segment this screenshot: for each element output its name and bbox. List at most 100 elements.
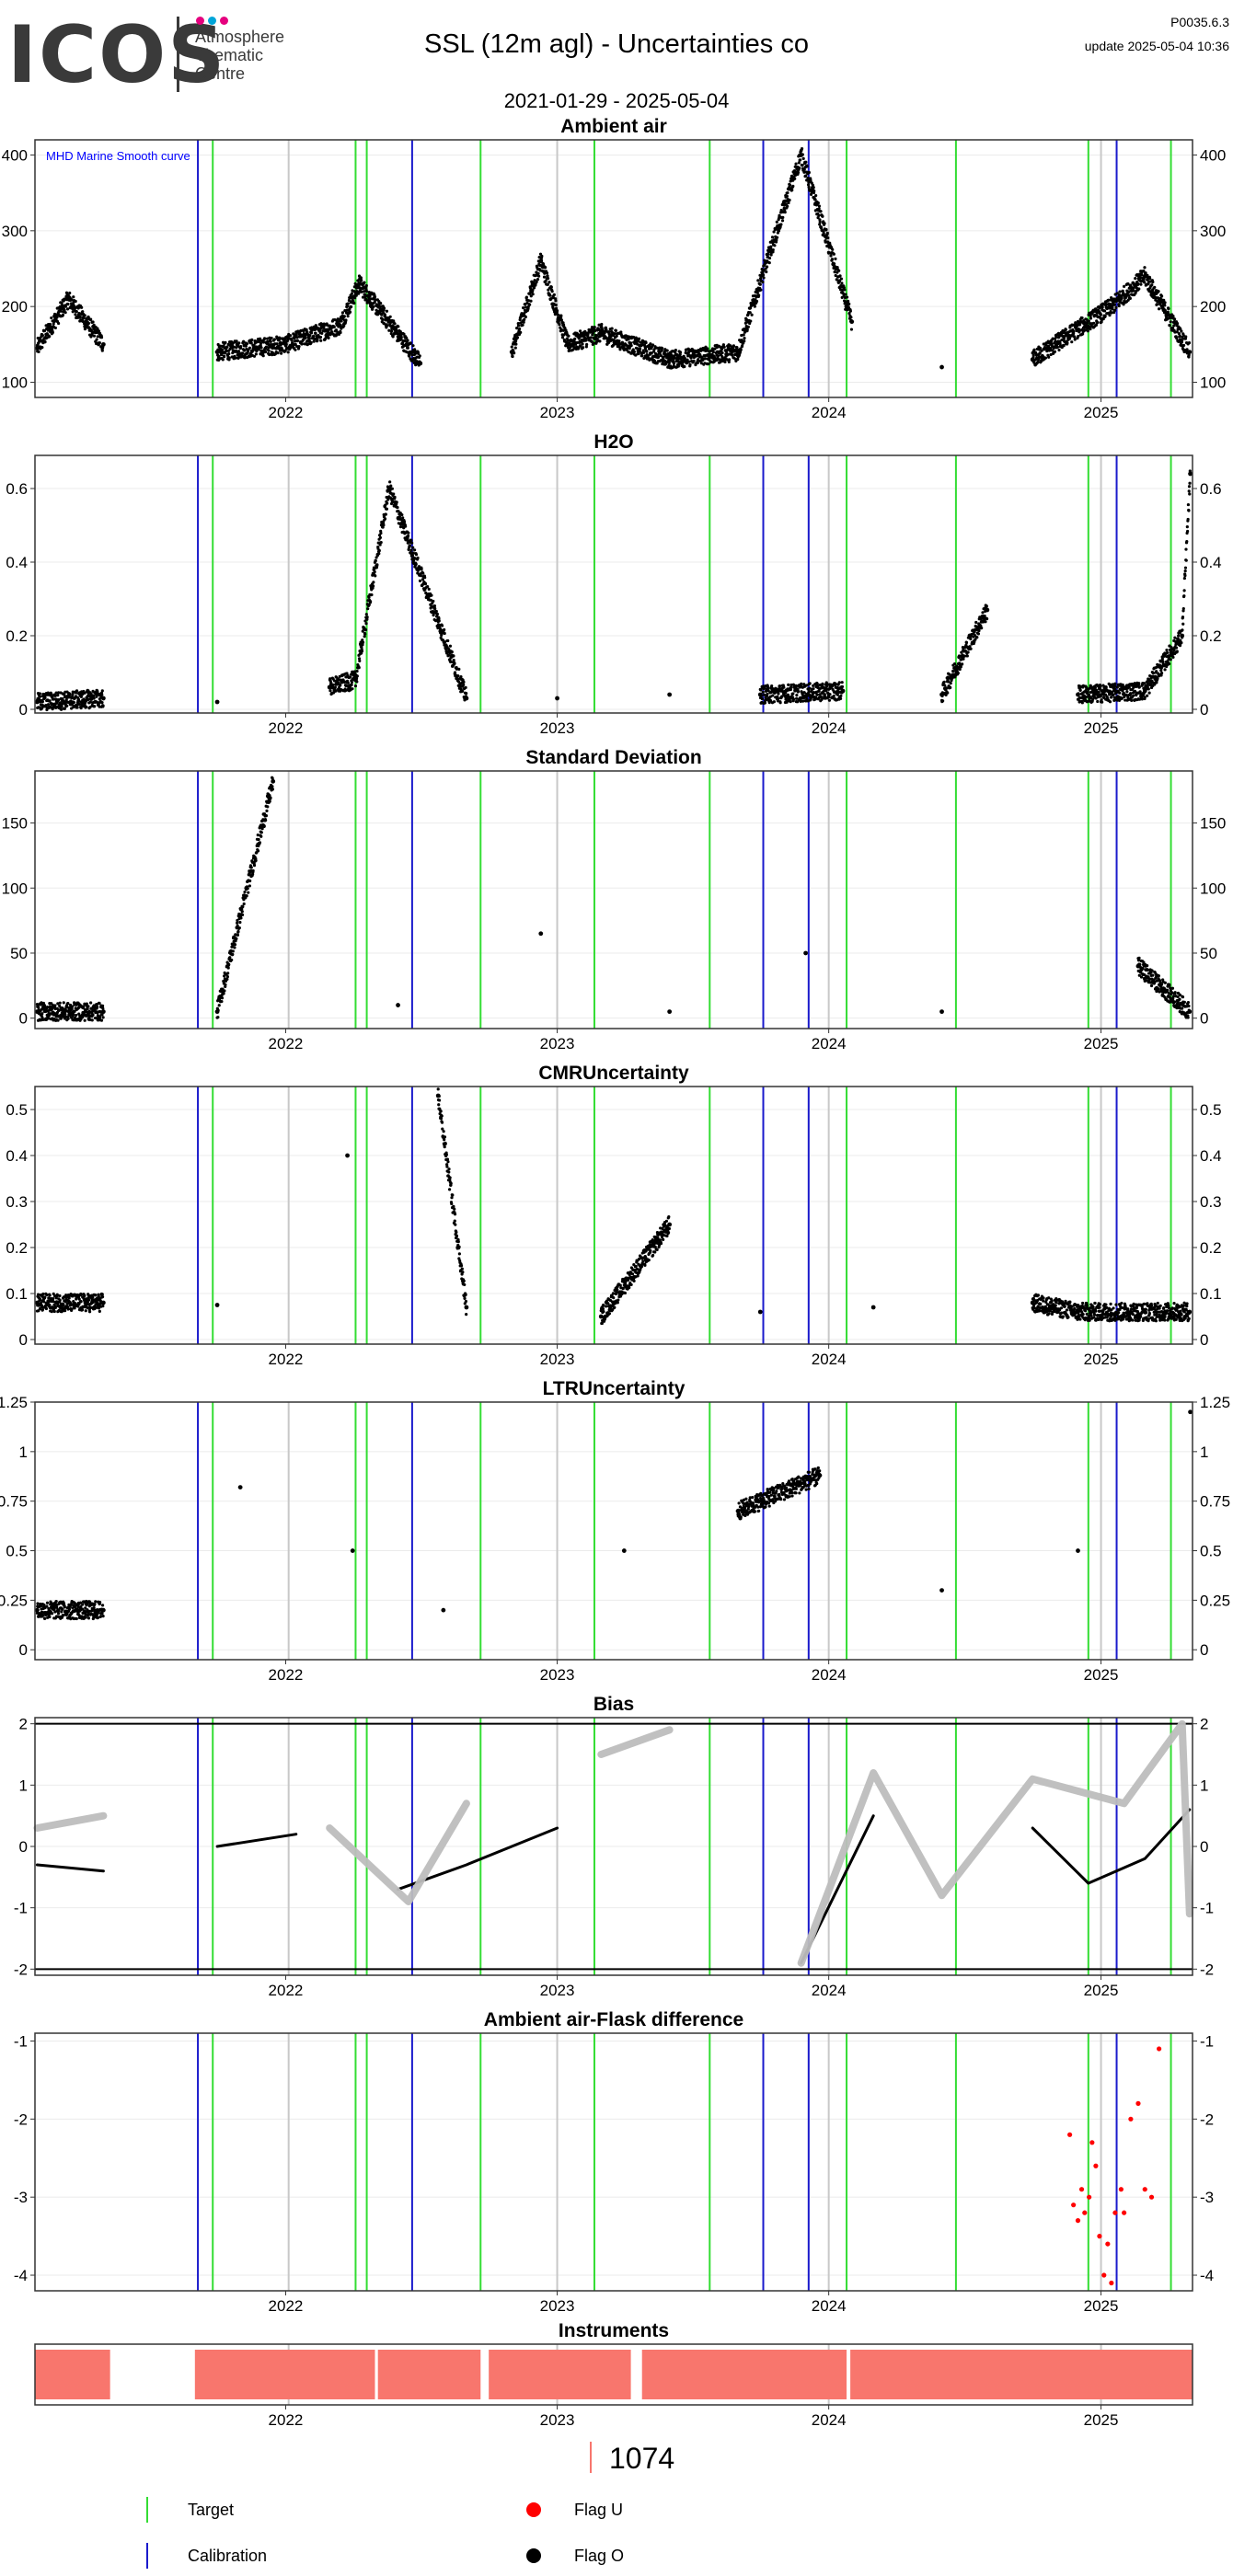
data-point-texture (339, 330, 342, 335)
data-point-texture (780, 219, 785, 223)
data-point-texture (57, 321, 61, 326)
data-point-texture (83, 691, 86, 696)
data-point-texture (985, 616, 989, 621)
data-point-texture (440, 624, 444, 627)
data-point-texture (544, 266, 547, 270)
data-point-texture (585, 342, 589, 347)
data-point-texture (304, 336, 307, 339)
data-point-texture (338, 674, 341, 678)
data-point-texture (593, 328, 597, 332)
data-point-texture (465, 692, 468, 696)
data-point-texture (322, 322, 326, 326)
smooth-curve-annotation: MHD Marine Smooth curve (46, 149, 190, 163)
data-point-texture (1118, 290, 1122, 293)
data-point-texture (638, 350, 641, 353)
data-point-texture (392, 492, 396, 496)
data-point-texture (348, 295, 351, 300)
data-point-texture (1078, 688, 1082, 692)
data-point-texture (843, 288, 847, 292)
data-point-texture (1185, 525, 1189, 529)
data-point-texture (776, 699, 780, 703)
data-point-texture (410, 554, 415, 558)
data-point-texture (818, 220, 822, 224)
data-point-texture (334, 328, 339, 332)
data-point-texture (524, 295, 529, 299)
data-point-texture (357, 292, 361, 295)
data-point-texture (86, 321, 91, 326)
x-tick-label: 2025 (1084, 404, 1119, 421)
data-point-texture (1089, 316, 1093, 320)
data-point-texture (552, 293, 556, 296)
data-point-texture (353, 670, 357, 673)
data-point-texture (77, 702, 81, 707)
data-point-texture (252, 354, 257, 358)
data-point-texture (556, 313, 559, 316)
data-point-texture (1104, 303, 1109, 306)
data-point-texture (1188, 481, 1192, 485)
data-point-texture (384, 512, 387, 516)
data-point-texture (827, 698, 832, 702)
data-point-texture (352, 301, 356, 305)
data-point-texture (736, 358, 740, 362)
data-point-texture (53, 326, 57, 330)
data-point-texture (360, 650, 364, 653)
data-point-texture (1034, 351, 1038, 354)
data-point-texture (1168, 324, 1171, 328)
data-point (418, 361, 423, 366)
data-point-texture (407, 531, 410, 535)
data-point-texture (393, 322, 397, 326)
data-point-texture (270, 336, 273, 340)
data-point-texture (748, 311, 752, 315)
data-point (849, 319, 855, 325)
data-point-texture (234, 356, 237, 360)
data-point-texture (763, 701, 766, 705)
data-point-texture (363, 635, 366, 638)
data-point-texture (656, 355, 661, 359)
data-point-texture (48, 699, 52, 703)
data-point-texture (1147, 687, 1150, 691)
data-point-texture (1172, 317, 1177, 321)
data-point-texture (449, 660, 453, 664)
data-point-texture (100, 349, 104, 352)
data-point-texture (1094, 696, 1098, 700)
data-point (538, 259, 544, 264)
data-point-texture (791, 692, 795, 696)
data-point-texture (1078, 323, 1082, 327)
data-point (35, 346, 40, 351)
data-point-texture (250, 338, 254, 341)
data-point-texture (72, 700, 75, 705)
data-point-texture (969, 637, 973, 641)
data-point (464, 696, 469, 701)
data-point-texture (768, 695, 772, 698)
data-point-texture (651, 343, 655, 347)
data-point-texture (1181, 606, 1185, 611)
data-point-texture (80, 305, 84, 309)
data-point-texture (1155, 670, 1158, 673)
data-point-texture (409, 341, 412, 345)
data-point-texture (770, 684, 774, 688)
logo-dot-2 (208, 17, 216, 25)
data-point-texture (344, 318, 348, 322)
data-point-texture (847, 311, 851, 316)
data-point-texture (453, 661, 456, 665)
data-point-texture (1183, 566, 1188, 569)
data-point-texture (1159, 294, 1164, 298)
data-point-texture (528, 286, 533, 290)
data-point-texture (946, 691, 950, 695)
data-point-texture (643, 347, 648, 351)
data-point-texture (840, 681, 844, 684)
data-point-texture (766, 689, 770, 693)
data-point-texture (688, 362, 692, 367)
data-point-texture (514, 342, 518, 346)
data-point-texture (838, 696, 843, 701)
data-point-texture (262, 337, 267, 340)
data-point-texture (457, 667, 461, 671)
data-point-texture (755, 291, 759, 294)
data-point-texture (60, 301, 63, 305)
data-point-texture (961, 662, 964, 666)
data-point-texture (364, 283, 368, 288)
data-point-texture (787, 683, 790, 686)
data-point-texture (830, 246, 834, 249)
data-point-texture (1096, 699, 1100, 704)
